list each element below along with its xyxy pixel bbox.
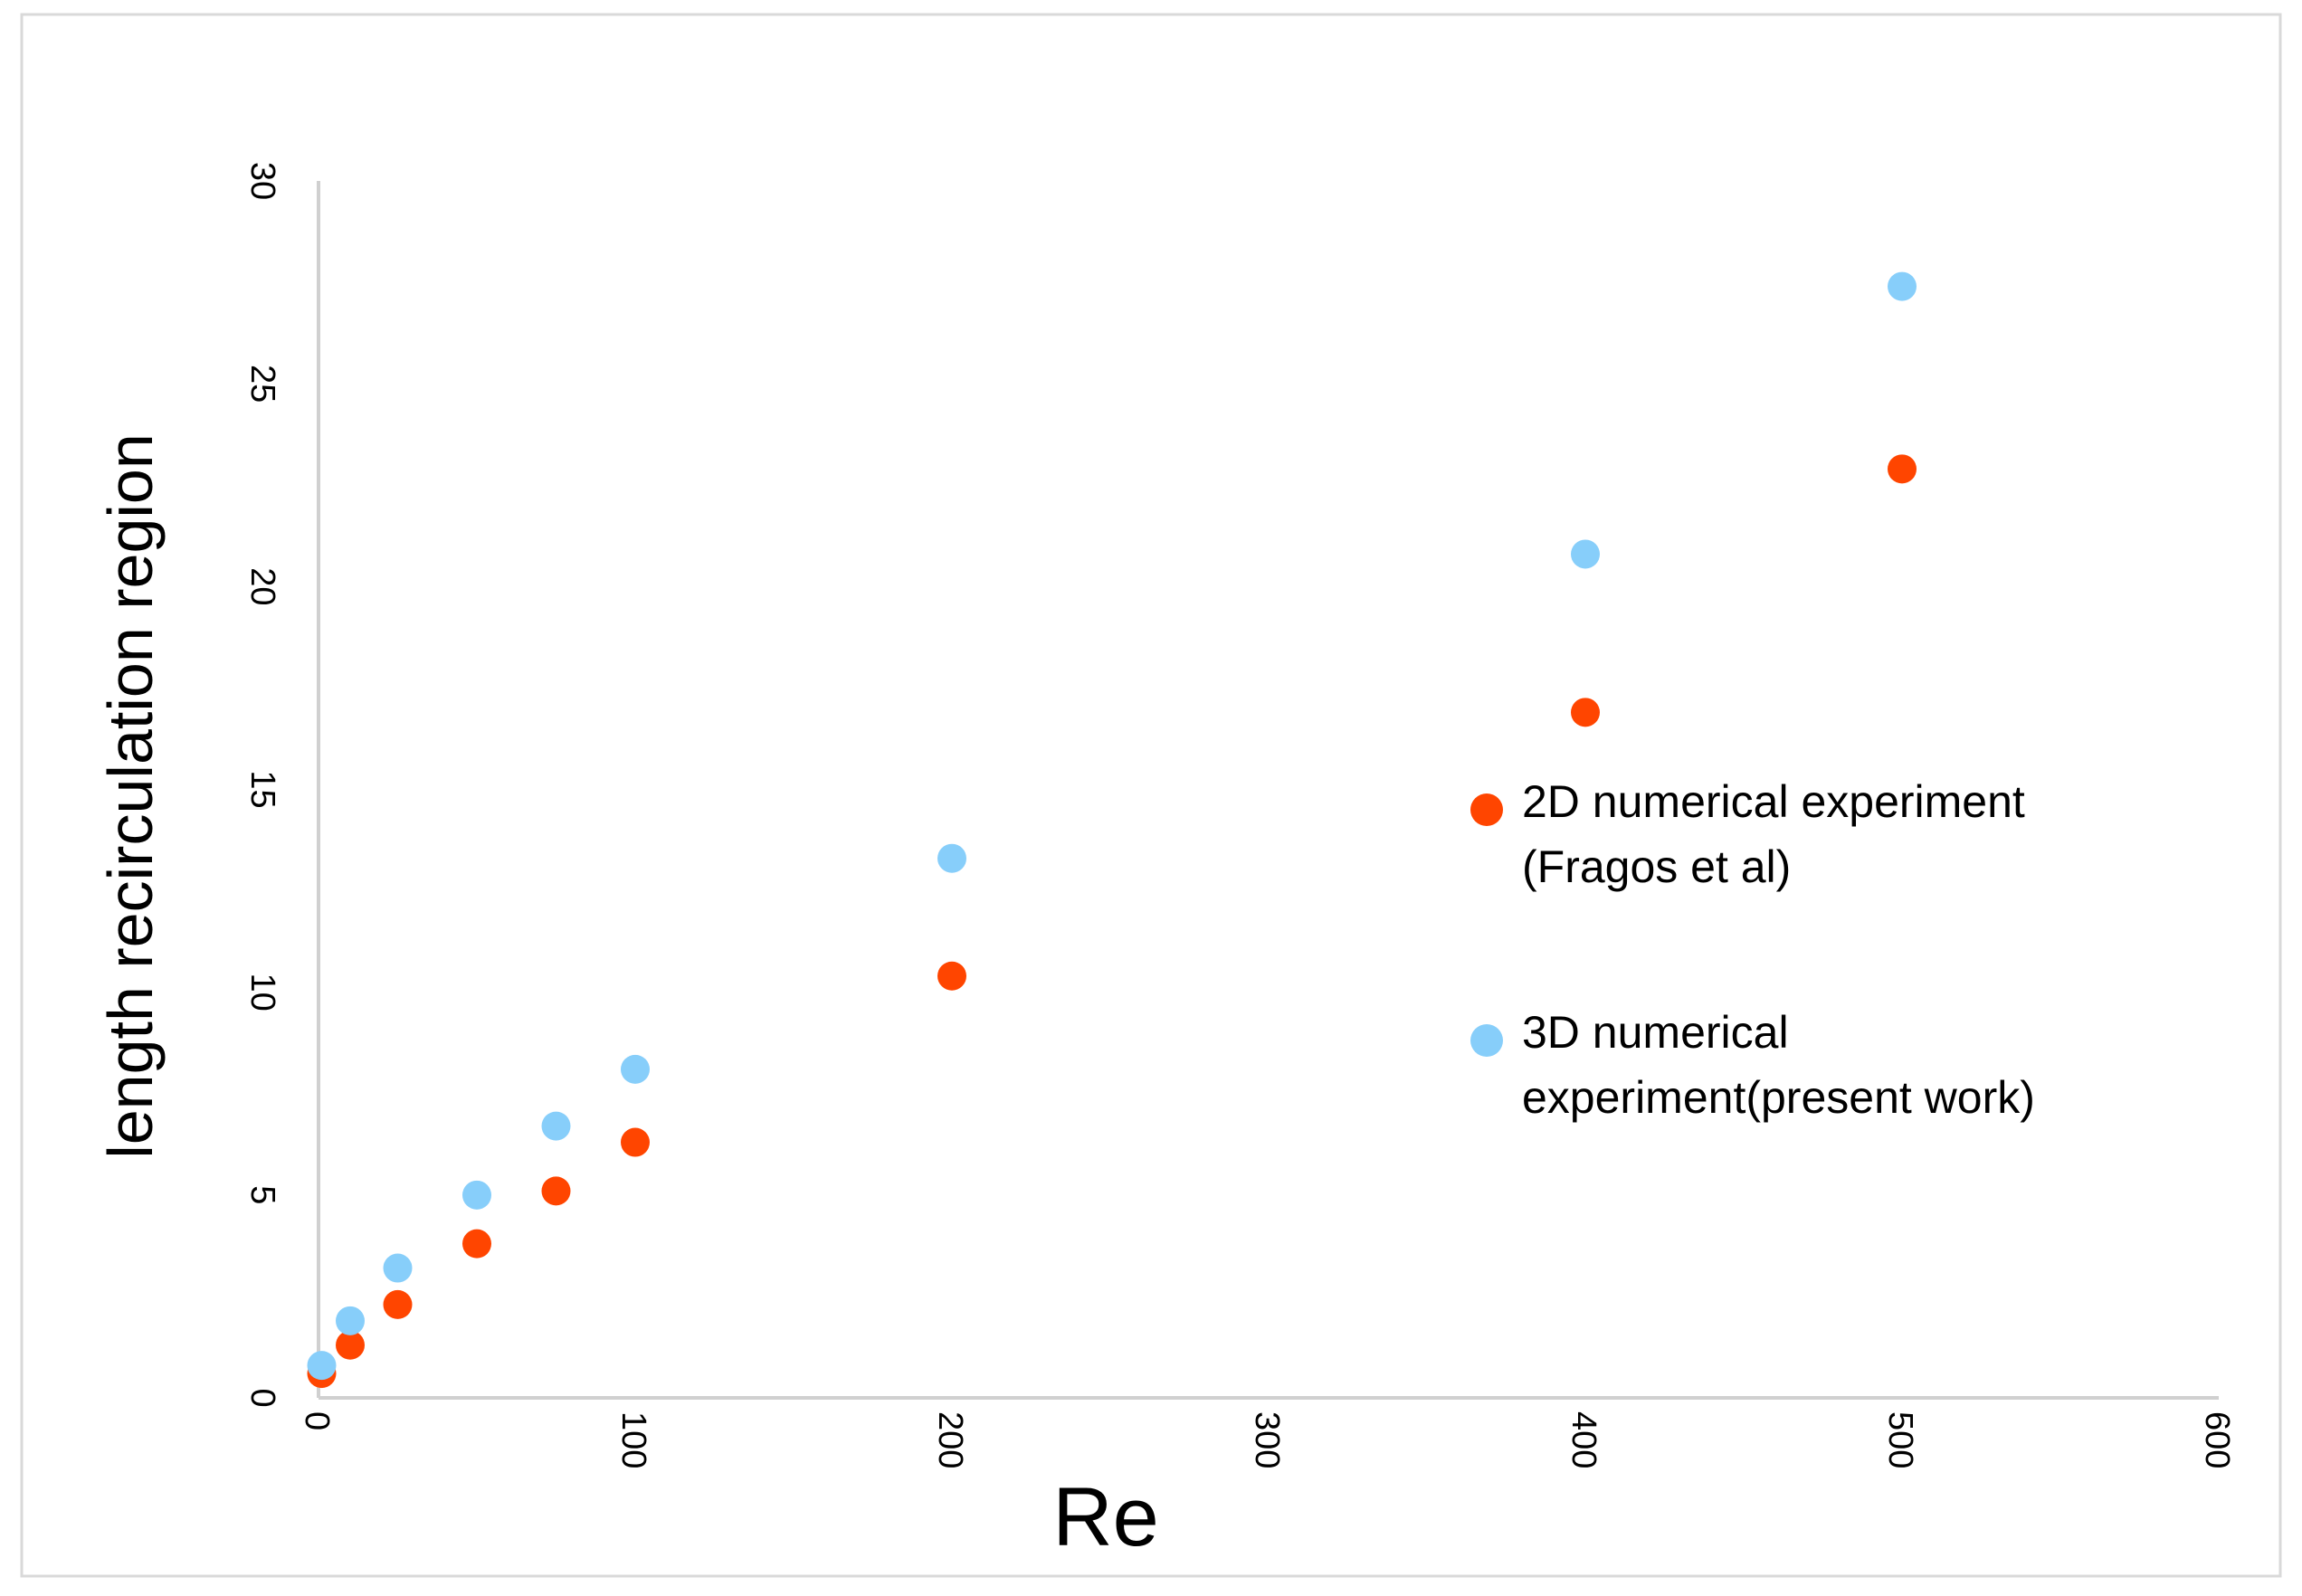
series-1-point <box>621 1127 650 1157</box>
x-tick-label: 0 <box>298 1411 336 1430</box>
x-tick-label: 200 <box>931 1411 969 1468</box>
legend-marker-series-1 <box>1470 793 1503 826</box>
x-tick-label: 600 <box>2198 1411 2236 1468</box>
series-2-point <box>462 1180 491 1210</box>
series-1-point <box>1888 454 1917 484</box>
series-1-point <box>462 1229 491 1259</box>
legend-label-series-1: (Fragos et al) <box>1522 841 1791 892</box>
series-2-point <box>937 843 966 873</box>
series-1-point <box>383 1289 413 1319</box>
series-2-point <box>383 1253 413 1283</box>
x-tick-labels: 0 100 200 300 400 500 600 <box>298 1411 2236 1468</box>
x-tick-label: 400 <box>1565 1411 1603 1468</box>
series-1-point <box>1571 698 1600 727</box>
series-2-point <box>541 1111 571 1141</box>
legend-label-series-1: 2D numerical experiment <box>1522 776 2025 827</box>
y-tick-label: 15 <box>243 770 281 808</box>
y-axis-label: length recirculation region <box>95 433 166 1159</box>
y-tick-label: 5 <box>243 1185 281 1204</box>
data-points <box>307 271 1917 1389</box>
x-axis-label: Re <box>1052 1471 1159 1563</box>
series-2-point <box>336 1306 365 1335</box>
y-tick-label: 10 <box>243 974 281 1012</box>
legend-marker-series-2 <box>1470 1024 1503 1057</box>
y-tick-label: 20 <box>243 567 281 605</box>
y-tick-label: 0 <box>243 1388 281 1407</box>
legend: 2D numerical experiment (Fragos et al) 3D … <box>1470 776 2035 1123</box>
x-tick-label: 300 <box>1248 1411 1286 1468</box>
series-2-point <box>621 1054 650 1084</box>
series-1-point <box>336 1330 365 1360</box>
series-1-point <box>937 961 966 991</box>
legend-label-series-2: experiment(present work) <box>1522 1072 2035 1123</box>
y-tick-label: 25 <box>243 365 281 403</box>
y-tick-labels: 0 5 10 15 20 25 30 <box>243 162 281 1408</box>
series-2-point <box>1571 539 1600 569</box>
series-2-point <box>1888 271 1917 301</box>
series-2-point <box>307 1351 337 1381</box>
x-tick-label: 100 <box>614 1411 652 1468</box>
series-1-point <box>541 1176 571 1206</box>
x-tick-label: 500 <box>1881 1411 1919 1468</box>
y-tick-label: 30 <box>243 162 281 200</box>
legend-label-series-2: 3D numerical <box>1522 1007 1789 1058</box>
